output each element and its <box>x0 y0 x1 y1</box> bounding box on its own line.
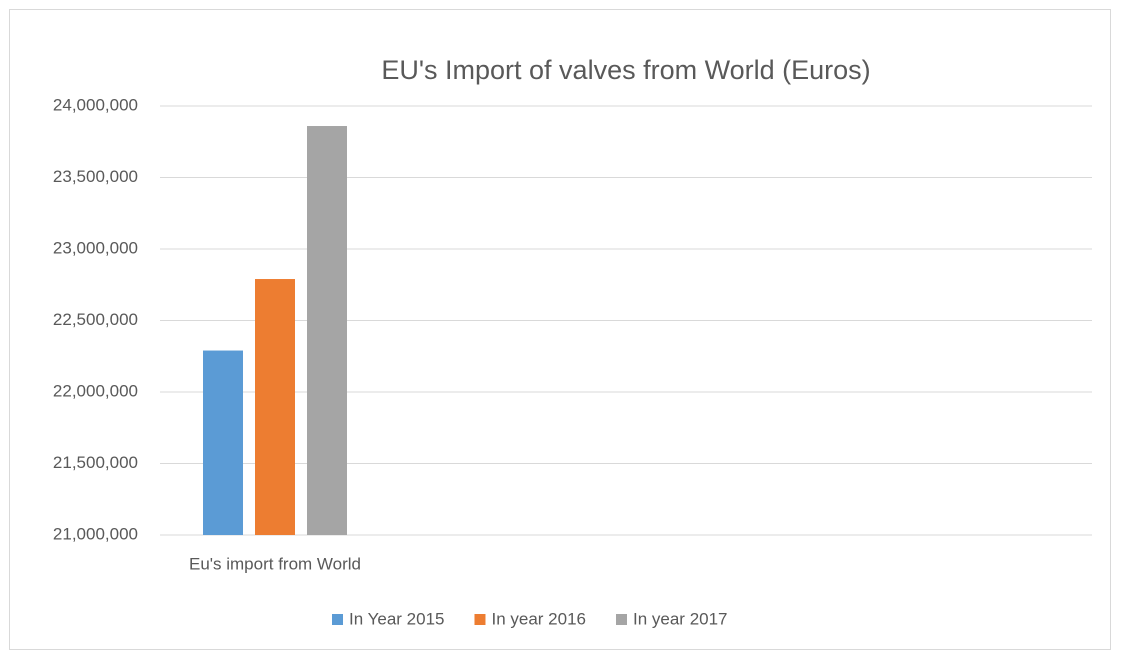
y-tick-label: 23,500,000 <box>53 167 138 186</box>
legend-label: In year 2017 <box>633 609 728 628</box>
legend-label: In year 2016 <box>491 609 586 628</box>
legend-swatch <box>474 614 486 625</box>
y-tick-label: 21,500,000 <box>53 453 138 472</box>
bar <box>203 350 243 535</box>
bar <box>255 279 295 535</box>
y-tick-label: 22,000,000 <box>53 381 138 400</box>
chart-title: EU's Import of valves from World (Euros) <box>381 55 870 85</box>
legend-swatch <box>616 614 627 625</box>
y-tick-label: 21,000,000 <box>53 524 138 543</box>
x-tick-label: Eu's import from World <box>189 554 361 573</box>
chart-frame <box>9 9 1111 650</box>
y-tick-label: 23,000,000 <box>53 238 138 257</box>
legend-swatch <box>332 614 343 625</box>
bar <box>307 126 347 536</box>
y-tick-label: 24,000,000 <box>53 95 138 114</box>
y-tick-label: 22,500,000 <box>53 310 138 329</box>
legend-label: In Year 2015 <box>349 609 444 628</box>
